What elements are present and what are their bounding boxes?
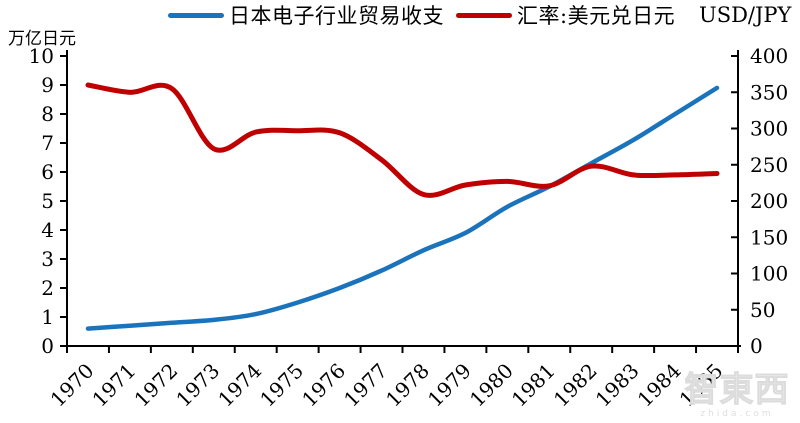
x-axis-year-label: 1981 bbox=[507, 359, 560, 412]
series-line-trade-balance bbox=[85, 85, 720, 331]
right-axis-tick-label: 350 bbox=[750, 80, 788, 104]
x-axis-year-label: 1970 bbox=[46, 359, 99, 412]
right-axis-tick-label: 250 bbox=[750, 153, 788, 177]
series-line-usdjpy bbox=[85, 82, 720, 198]
left-axis-tick-label: 7 bbox=[41, 131, 54, 155]
x-axis-year-label: 1975 bbox=[255, 359, 308, 412]
left-axis-tick-label: 8 bbox=[41, 102, 54, 126]
right-axis-tick-label: 400 bbox=[750, 44, 788, 68]
x-axis-year-label: 1980 bbox=[465, 359, 518, 412]
x-axis-year-label: 1982 bbox=[549, 359, 602, 412]
left-axis-tick-label: 5 bbox=[41, 189, 54, 213]
left-axis-tick-label: 10 bbox=[29, 44, 54, 68]
right-axis-tick-label: 150 bbox=[750, 225, 788, 249]
right-axis-tick-label: 50 bbox=[750, 298, 775, 322]
x-axis-year-label: 1974 bbox=[213, 359, 266, 412]
x-axis-year-label: 1971 bbox=[87, 359, 140, 412]
x-axis-year-label: 1976 bbox=[297, 359, 350, 412]
left-axis-tick-label: 2 bbox=[41, 276, 54, 300]
x-axis-year-label: 1979 bbox=[423, 359, 476, 412]
left-axis-tick-label: 6 bbox=[41, 160, 54, 184]
x-axis-year-label: 1985 bbox=[675, 359, 728, 412]
right-axis-tick-label: 300 bbox=[750, 117, 788, 141]
left-axis-tick-label: 9 bbox=[41, 73, 54, 97]
x-axis-year-label: 1978 bbox=[381, 359, 434, 412]
legend-swatch-trade-balance-icon bbox=[168, 12, 224, 18]
x-axis-year-label: 1983 bbox=[591, 359, 644, 412]
right-axis-title: USD/JPY bbox=[699, 3, 792, 27]
left-axis-tick-label: 1 bbox=[41, 305, 54, 329]
right-axis-tick-label: 100 bbox=[750, 262, 788, 286]
left-axis-tick-label: 3 bbox=[41, 247, 54, 271]
x-axis-year-label: 1977 bbox=[339, 359, 392, 412]
legend-label-usdjpy: 汇率:美元兑日元 bbox=[517, 4, 676, 28]
x-axis-year-label: 1984 bbox=[633, 359, 686, 412]
chart-legend: 日本电子行业贸易收支 汇率:美元兑日元 bbox=[168, 0, 675, 30]
right-axis-tick-label: 200 bbox=[750, 189, 788, 213]
left-axis-tick-label: 4 bbox=[41, 218, 54, 242]
legend-item-trade-balance: 日本电子行业贸易收支 bbox=[168, 0, 444, 30]
x-axis-year-label: 1973 bbox=[171, 359, 224, 412]
legend-swatch-usdjpy-icon bbox=[456, 12, 512, 18]
x-axis-year-label: 1972 bbox=[129, 359, 182, 412]
legend-item-usdjpy: 汇率:美元兑日元 bbox=[456, 0, 675, 30]
left-axis-title: 万亿日元 bbox=[8, 29, 76, 49]
left-axis-tick-label: 0 bbox=[41, 334, 54, 358]
right-axis-tick-label: 0 bbox=[750, 334, 763, 358]
legend-label-trade-balance: 日本电子行业贸易收支 bbox=[229, 4, 444, 28]
